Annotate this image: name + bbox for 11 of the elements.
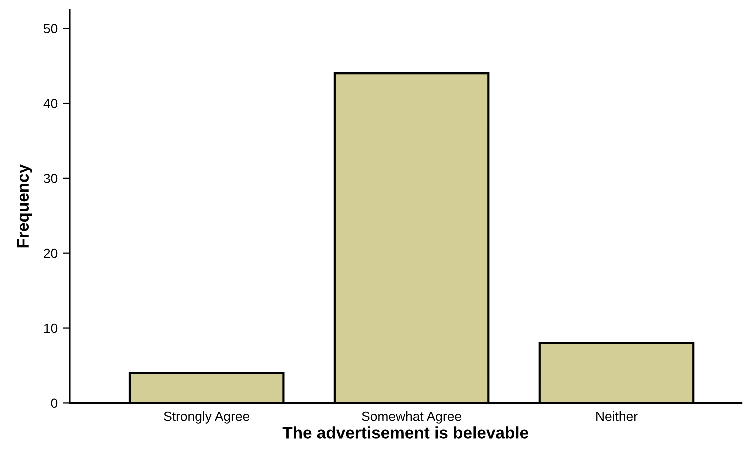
y-tick-label: 30	[44, 174, 58, 184]
y-tick-label: 40	[44, 99, 58, 108]
y-tick-label: 0	[51, 398, 58, 408]
y-tick-label: 20	[44, 248, 58, 258]
y-tick-label: 50	[44, 24, 58, 34]
y-tick-label: 10	[44, 324, 58, 334]
x-tick-label: Somewhat Agree	[362, 412, 462, 424]
y-axis-title: Frequency	[17, 164, 32, 248]
x-tick-label: Neither	[596, 412, 638, 422]
x-tick-label: Strongly Agree	[164, 412, 250, 424]
x-axis-title: The advertisement is belevable	[282, 426, 528, 439]
